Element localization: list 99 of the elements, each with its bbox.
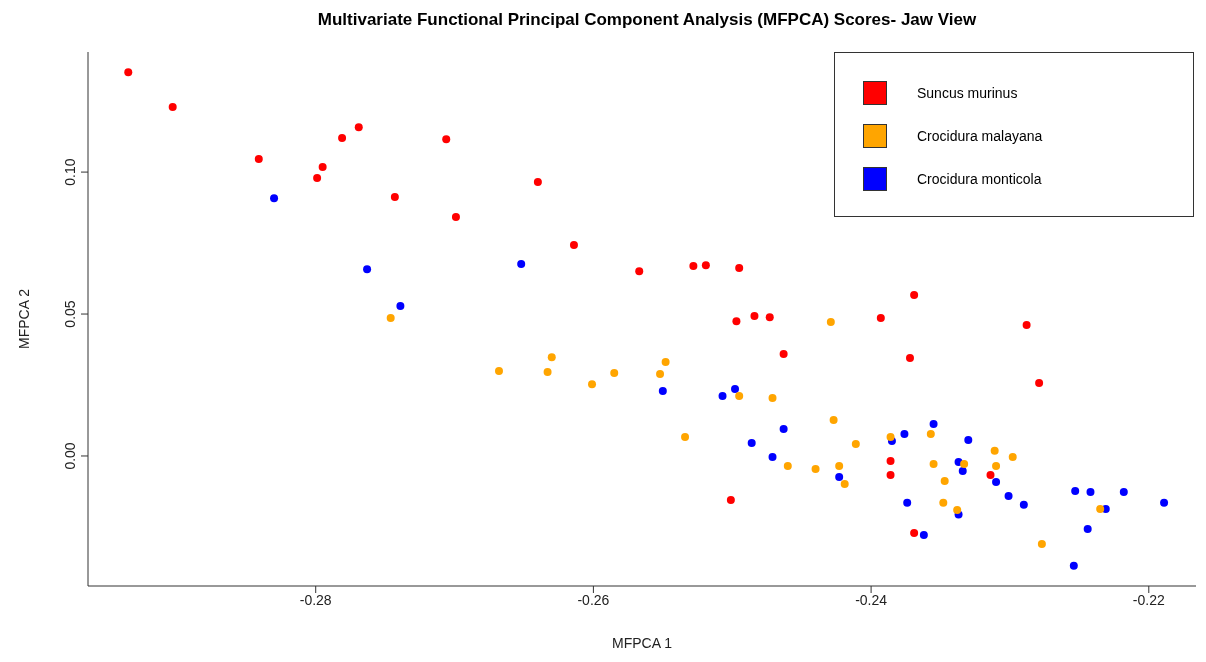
- point: [547, 353, 556, 362]
- point: [681, 432, 690, 441]
- point: [886, 471, 895, 479]
- point: [940, 476, 949, 485]
- point: [451, 212, 460, 221]
- point: [168, 103, 177, 112]
- y-tick-label: 0.10: [62, 158, 78, 186]
- point: [442, 135, 451, 144]
- point: [735, 264, 744, 273]
- point: [1071, 486, 1080, 495]
- point: [1086, 488, 1095, 497]
- point: [964, 436, 973, 445]
- point: [768, 453, 777, 462]
- point: [1022, 321, 1031, 330]
- point: [1008, 453, 1017, 462]
- point: [338, 134, 347, 143]
- point: [1019, 500, 1028, 509]
- point: [783, 461, 792, 470]
- point: [390, 193, 399, 202]
- point: [953, 505, 962, 514]
- point: [768, 394, 777, 403]
- point: [533, 178, 542, 187]
- point: [354, 123, 363, 132]
- point: [779, 425, 788, 434]
- point: [992, 461, 1001, 470]
- x-axis-title: MFPCA 1: [612, 635, 673, 651]
- point: [1083, 524, 1092, 533]
- point: [701, 261, 710, 270]
- point: [747, 438, 756, 447]
- point: [929, 459, 938, 468]
- point: [735, 392, 744, 401]
- point: [903, 498, 912, 507]
- point: [635, 267, 644, 276]
- legend-label: Suncus murinus: [917, 84, 1018, 101]
- point: [363, 265, 372, 274]
- legend-label: Crocidura monticola: [917, 170, 1042, 187]
- point: [124, 68, 133, 77]
- point: [588, 380, 597, 389]
- point: [835, 472, 844, 481]
- point: [517, 260, 526, 269]
- x-tick-label: -0.28: [299, 591, 332, 608]
- y-tick-label: 0.00: [62, 442, 78, 470]
- point: [910, 291, 919, 300]
- point: [750, 312, 759, 321]
- point: [886, 457, 895, 466]
- point: [905, 354, 914, 363]
- point: [960, 459, 969, 468]
- point: [919, 530, 928, 539]
- point: [543, 367, 552, 376]
- point: [661, 358, 670, 367]
- point: [318, 162, 327, 171]
- point: [656, 369, 665, 378]
- point: [840, 480, 849, 489]
- point: [990, 446, 999, 455]
- legend-label: Crocidura malayana: [917, 127, 1043, 144]
- point: [926, 430, 935, 439]
- y-tick-label: 0.05: [62, 300, 78, 328]
- point: [851, 440, 860, 449]
- y-axis-title: MFPCA 2: [15, 288, 32, 349]
- point: [929, 419, 938, 428]
- point: [726, 495, 735, 504]
- x-tick-label: -0.26: [577, 591, 610, 608]
- point: [494, 367, 503, 376]
- point: [313, 174, 322, 183]
- point: [569, 241, 578, 250]
- point: [992, 478, 1001, 487]
- point: [765, 313, 774, 322]
- point: [835, 461, 844, 470]
- point: [1035, 379, 1044, 388]
- point: [1004, 492, 1013, 501]
- x-tick-label: -0.22: [1132, 591, 1165, 608]
- point: [718, 392, 727, 401]
- point: [829, 415, 838, 424]
- point: [1096, 505, 1105, 514]
- point: [876, 314, 885, 323]
- point: [1160, 498, 1169, 507]
- point: [270, 194, 279, 203]
- point: [826, 317, 835, 326]
- point: [731, 384, 740, 393]
- point: [658, 386, 667, 395]
- point: [254, 155, 263, 164]
- point: [732, 317, 741, 326]
- x-tick-label: -0.24: [855, 591, 888, 608]
- point: [610, 369, 619, 378]
- point: [1037, 539, 1046, 548]
- point: [939, 498, 948, 507]
- point: [910, 528, 919, 537]
- point: [386, 314, 395, 323]
- point: [1069, 561, 1078, 570]
- point: [779, 350, 788, 359]
- point: [958, 467, 967, 476]
- point: [689, 262, 698, 271]
- point: [986, 471, 995, 479]
- point: [886, 432, 895, 441]
- point: [900, 430, 909, 439]
- point: [396, 302, 405, 311]
- chart-title: Multivariate Functional Principal Component Analysis (MFPCA) Scores- Jaw View: [316, 10, 978, 30]
- point: [1119, 488, 1128, 497]
- point: [811, 465, 820, 474]
